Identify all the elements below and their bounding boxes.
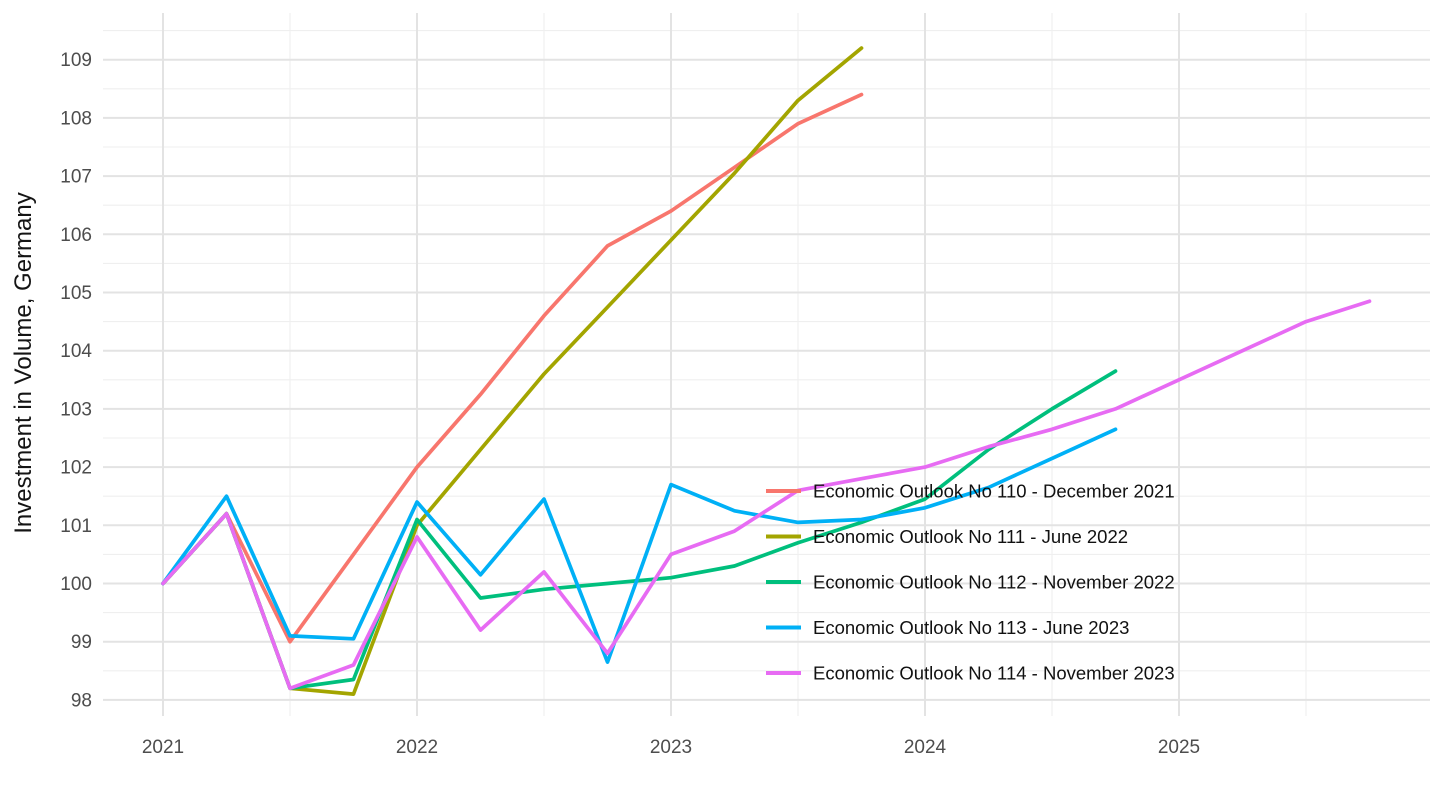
x-axis-tick-labels: 2021 2022 2023 2024 2025: [142, 737, 1200, 758]
x-tick-label: 2022: [396, 737, 438, 758]
legend-item: Economic Outlook No 110 - December 2021: [766, 481, 1175, 502]
legend-item-label: Economic Outlook No 113 - June 2023: [813, 617, 1129, 638]
y-tick-label: 103: [60, 399, 92, 420]
minor-gridlines: [103, 13, 1430, 716]
legend-item: Economic Outlook No 114 - November 2023: [766, 663, 1175, 684]
y-tick-label: 100: [60, 574, 92, 595]
legend-item: Economic Outlook No 113 - June 2023: [766, 617, 1129, 638]
y-tick-label: 104: [60, 341, 92, 362]
legend-item: Economic Outlook No 111 - June 2022: [766, 526, 1128, 547]
x-tick-label: 2021: [142, 737, 184, 758]
y-tick-label: 99: [71, 632, 92, 653]
y-tick-label: 106: [60, 225, 92, 246]
legend-item-label: Economic Outlook No 110 - December 2021: [813, 481, 1175, 502]
y-tick-label: 107: [60, 167, 92, 188]
y-tick-label: 98: [71, 690, 92, 711]
y-axis-title: Investment in Volume, Germany: [10, 192, 37, 533]
legend: Economic Outlook No 110 - December 2021 E…: [766, 481, 1175, 684]
x-tick-label: 2023: [650, 737, 692, 758]
y-tick-label: 102: [60, 458, 92, 479]
y-tick-label: 105: [60, 283, 92, 304]
series-lines: [161, 46, 1372, 696]
legend-item: Economic Outlook No 112 - November 2022: [766, 572, 1175, 593]
y-tick-label: 101: [60, 516, 92, 537]
major-gridlines: [103, 13, 1430, 716]
x-tick-label: 2024: [904, 737, 947, 758]
y-tick-label: 109: [60, 50, 92, 71]
y-tick-label: 108: [60, 108, 92, 129]
series-line-113: [161, 427, 1118, 664]
series-line-114: [161, 299, 1372, 691]
legend-item-label: Economic Outlook No 114 - November 2023: [813, 663, 1175, 684]
legend-item-label: Economic Outlook No 111 - June 2022: [813, 526, 1128, 547]
legend-item-label: Economic Outlook No 112 - November 2022: [813, 572, 1175, 593]
x-tick-label: 2025: [1158, 737, 1200, 758]
y-axis-tick-labels: 98 99 100 101 102 103 104 105 106 107 108 109: [60, 50, 92, 711]
series-line-112: [161, 369, 1118, 691]
